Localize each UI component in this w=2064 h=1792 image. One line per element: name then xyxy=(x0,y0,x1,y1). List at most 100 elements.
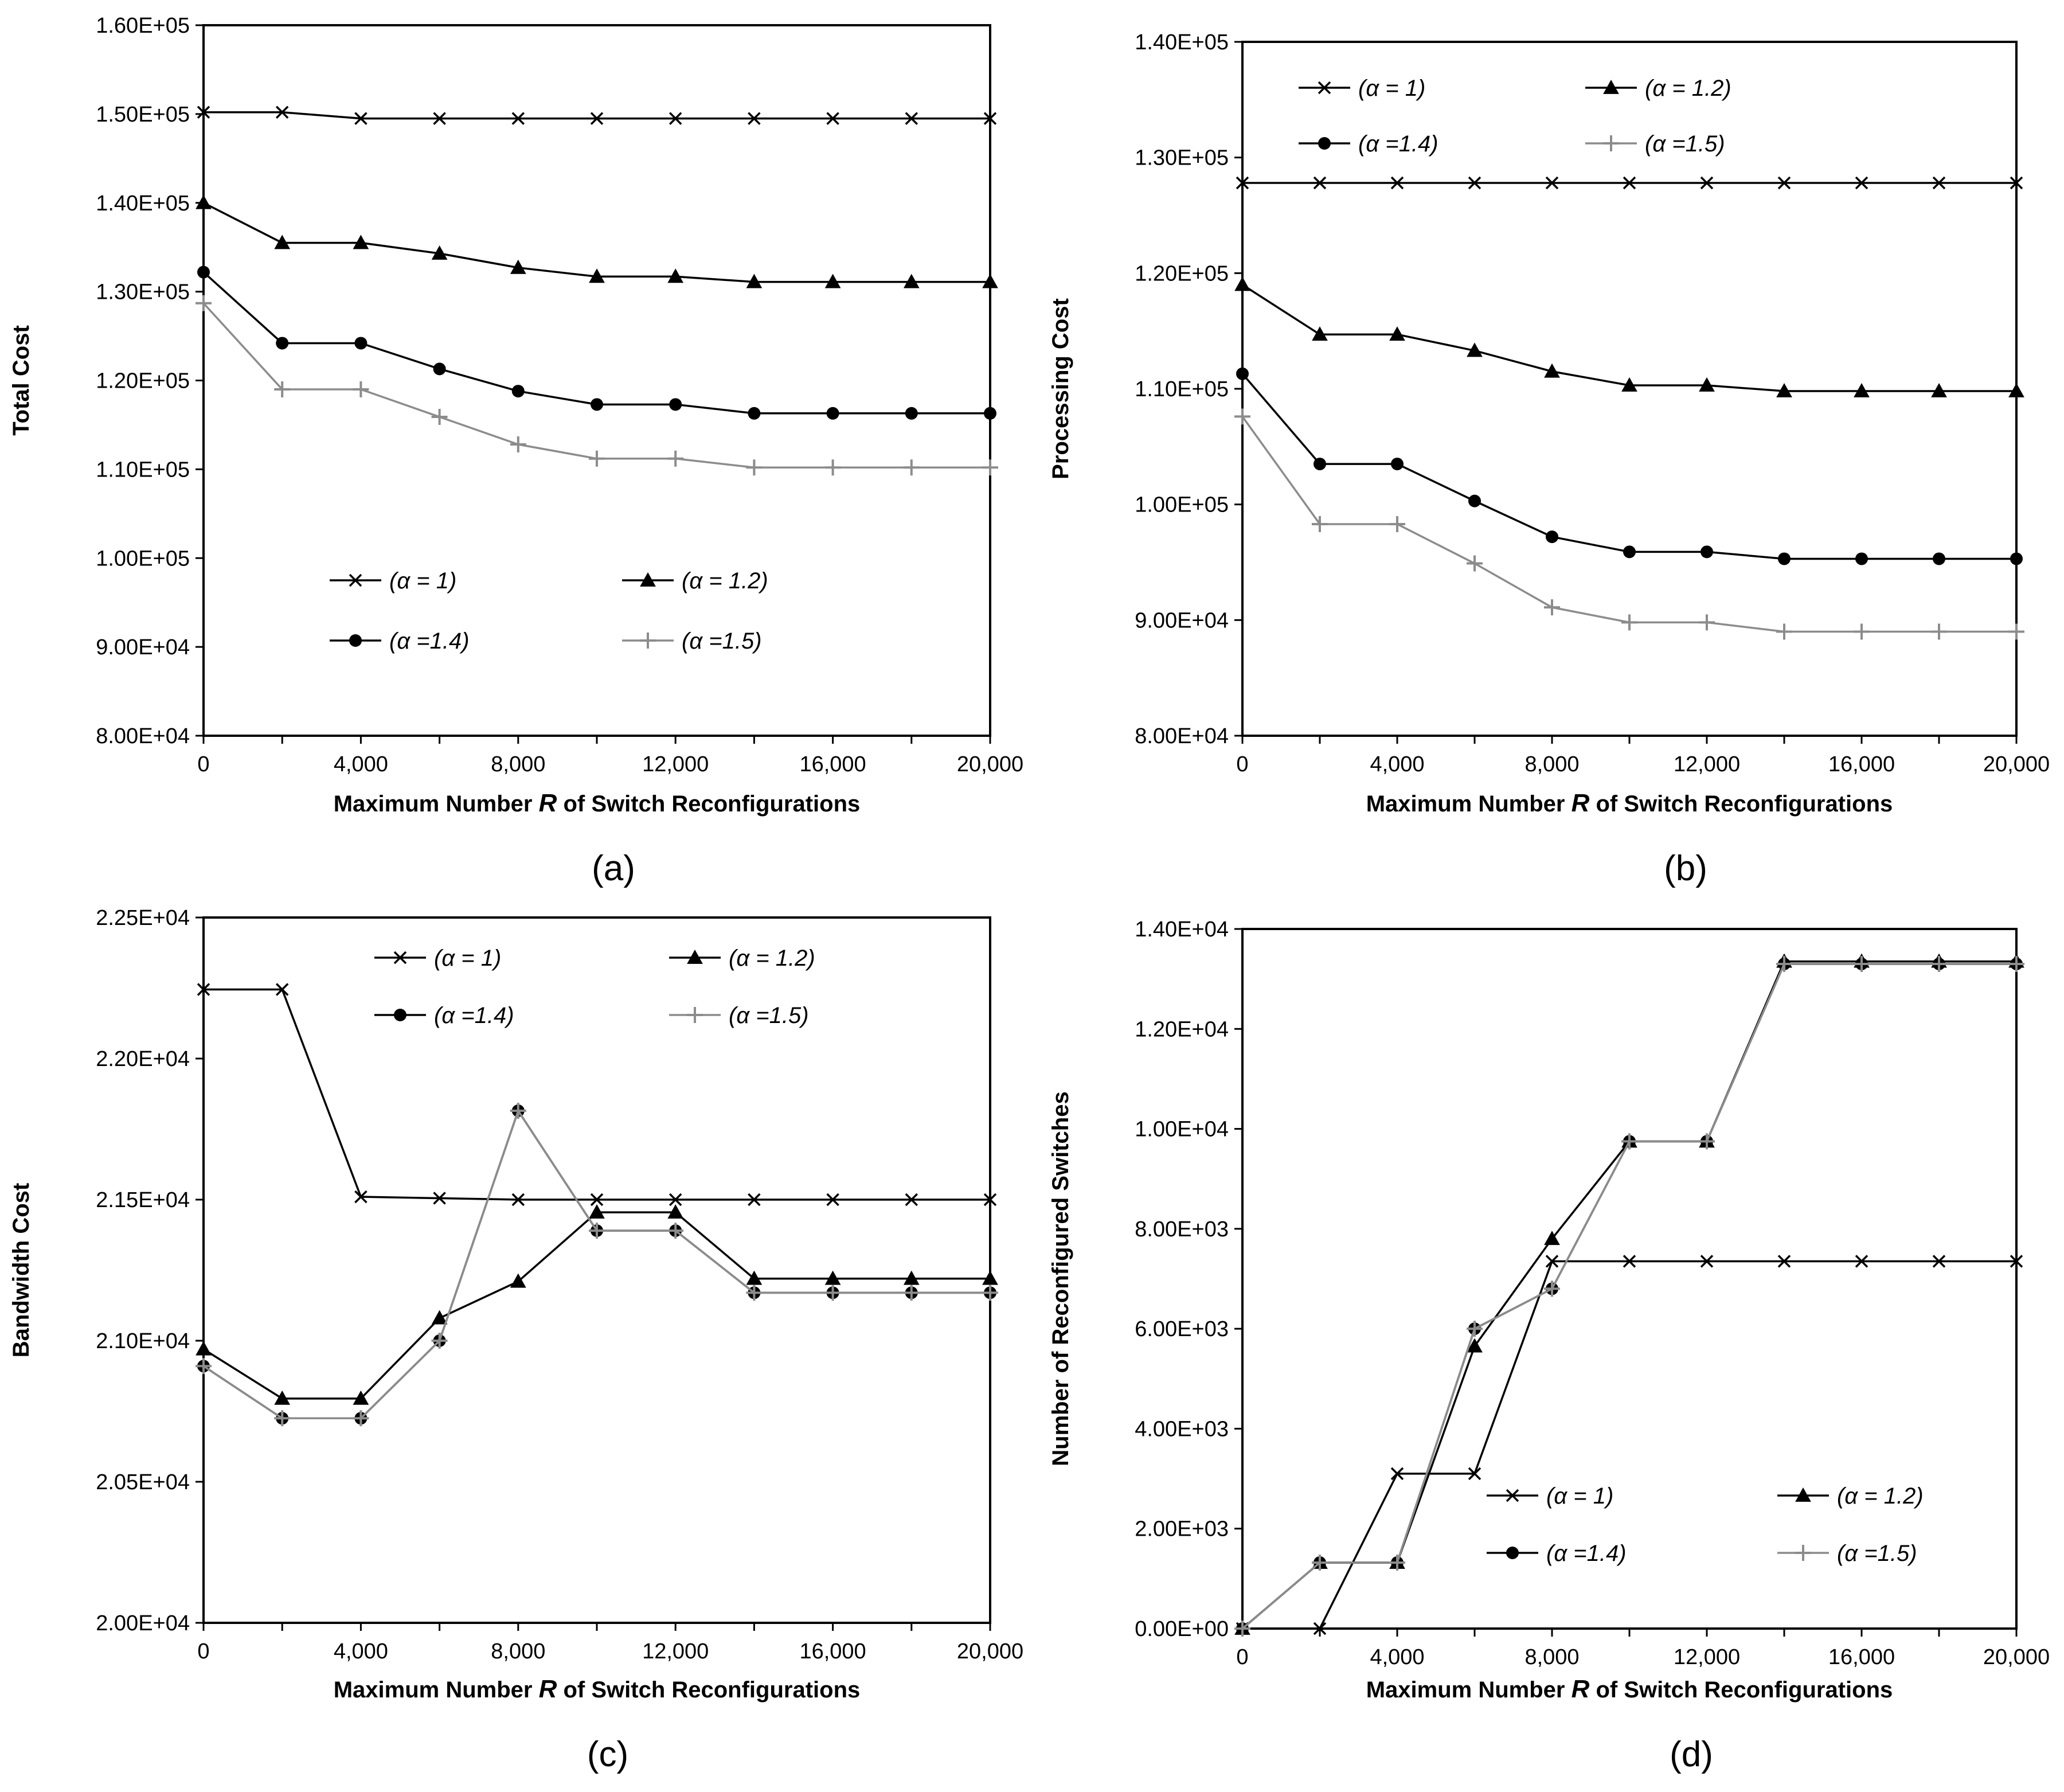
data-point xyxy=(1390,176,1404,190)
series-line xyxy=(203,1108,990,1420)
data-point xyxy=(746,1270,763,1285)
legend-label: (α = 1) xyxy=(1358,76,1425,101)
data-point xyxy=(1932,1255,1946,1268)
data-point xyxy=(433,112,446,125)
data-point xyxy=(1468,176,1481,190)
y-tick-label: 2.20E+04 xyxy=(96,1047,190,1071)
data-point xyxy=(1467,342,1483,357)
data-point xyxy=(1544,363,1560,378)
data-point xyxy=(903,1285,920,1301)
data-point xyxy=(982,1285,998,1301)
data-point xyxy=(1855,176,1868,190)
legend-marker xyxy=(1603,79,1619,94)
data-point xyxy=(353,1390,369,1405)
panel-label: (b) xyxy=(1664,849,1707,888)
legend: (α = 1) (α = 1.2) (α =1.4) (α =1.5) xyxy=(1299,76,1731,157)
data-point xyxy=(1234,408,1250,425)
data-point xyxy=(1700,1255,1714,1268)
data-point xyxy=(1236,176,1249,190)
data-point xyxy=(1932,176,1946,190)
legend-label: (α =1.5) xyxy=(1837,1541,1917,1566)
plot-frame xyxy=(202,24,991,737)
series-line xyxy=(202,271,990,415)
data-point xyxy=(1933,552,1945,565)
data-point xyxy=(1391,458,1404,471)
legend-item: (α = 1) xyxy=(374,946,501,971)
data-point xyxy=(1855,1255,1868,1268)
data-point xyxy=(1778,552,1791,565)
data-point xyxy=(1312,1554,1328,1571)
y-axis-label: Number of Reconfigured Switches xyxy=(1048,1091,1073,1466)
data-point xyxy=(905,1193,918,1207)
data-point xyxy=(275,106,289,119)
data-point xyxy=(1312,516,1328,532)
data-point xyxy=(746,1285,763,1301)
data-point xyxy=(667,1204,684,1219)
series-4 xyxy=(196,295,998,476)
data-point xyxy=(1623,176,1636,190)
x-tick-label: 16,000 xyxy=(1828,752,1895,776)
data-point xyxy=(824,459,841,476)
y-tick-label: 1.10E+05 xyxy=(96,458,190,482)
data-point xyxy=(1389,326,1405,341)
data-point xyxy=(197,266,210,279)
legend-item: (α = 1) xyxy=(1299,76,1425,101)
series-2 xyxy=(1234,953,2024,1635)
data-point xyxy=(826,1193,839,1207)
chart-panel-b: 8.00E+04 9.00E+04 1.00E+05 1.10E+05 1.20E+05… xyxy=(1048,30,2050,888)
x-tick-label: 0 xyxy=(1236,1645,1248,1669)
legend-marker xyxy=(1318,137,1331,150)
x-axis-label: Maximum Number R of Switch Reconfigurati… xyxy=(1366,1675,1893,1703)
series-line xyxy=(202,302,990,469)
data-point xyxy=(982,459,998,476)
data-point xyxy=(1931,623,1947,640)
x-tick-label: 12,000 xyxy=(1674,1645,1740,1669)
legend-marker xyxy=(640,633,656,649)
x-tick-label: 12,000 xyxy=(642,752,709,776)
series-3 xyxy=(197,1104,996,1425)
series-3 xyxy=(197,266,996,420)
y-tick-label: 2.00E+04 xyxy=(96,1611,190,1635)
data-point xyxy=(2008,383,2024,397)
legend-item: (α =1.5) xyxy=(669,1003,809,1028)
data-point xyxy=(1544,1231,1560,1246)
data-point xyxy=(667,1223,684,1239)
y-tick-label: 2.10E+04 xyxy=(96,1329,190,1353)
data-point xyxy=(1699,1133,1715,1150)
y-tick-label: 1.40E+04 xyxy=(1135,918,1229,942)
legend-label: (α = 1.2) xyxy=(1645,76,1731,101)
x-tick-label: 4,000 xyxy=(1370,1645,1424,1669)
data-point xyxy=(354,337,368,350)
data-point xyxy=(748,112,761,125)
data-point xyxy=(824,1285,841,1301)
legend-item: (α =1.5) xyxy=(1777,1541,1917,1566)
data-point xyxy=(1468,494,1481,507)
legend-marker xyxy=(687,1007,703,1023)
y-tick-label: 1.00E+04 xyxy=(1135,1118,1229,1142)
data-point xyxy=(1931,383,1947,397)
series-line xyxy=(1241,960,2016,1630)
data-point xyxy=(1312,326,1328,341)
data-point xyxy=(748,407,761,420)
data-point xyxy=(1467,555,1483,572)
legend-label: (α = 1.2) xyxy=(682,568,768,594)
panel-label: (d) xyxy=(1670,1735,1713,1774)
data-point xyxy=(1777,1255,1791,1268)
data-point xyxy=(1236,367,1249,380)
data-point xyxy=(510,259,526,274)
data-point xyxy=(1776,383,1792,397)
data-point xyxy=(2010,176,2023,190)
series-line xyxy=(203,1211,990,1400)
data-point xyxy=(1623,1255,1636,1268)
legend-marker xyxy=(1795,1487,1811,1502)
y-tick-label: 1.00E+05 xyxy=(1135,493,1229,517)
legend-label: (α = 1.2) xyxy=(729,946,815,971)
x-axis-label: Maximum Number R of Switch Reconfigurati… xyxy=(334,789,861,817)
y-tick-label: 1.40E+05 xyxy=(96,192,190,216)
y-axis-label: Processing Cost xyxy=(1048,298,1073,479)
data-point xyxy=(1623,545,1636,559)
x-tick-label: 16,000 xyxy=(1828,1645,1895,1669)
plot-frame xyxy=(202,916,991,1624)
legend: (α = 1) (α = 1.2) (α =1.4) (α =1.5) xyxy=(1487,1483,1924,1566)
data-point xyxy=(669,1193,682,1207)
